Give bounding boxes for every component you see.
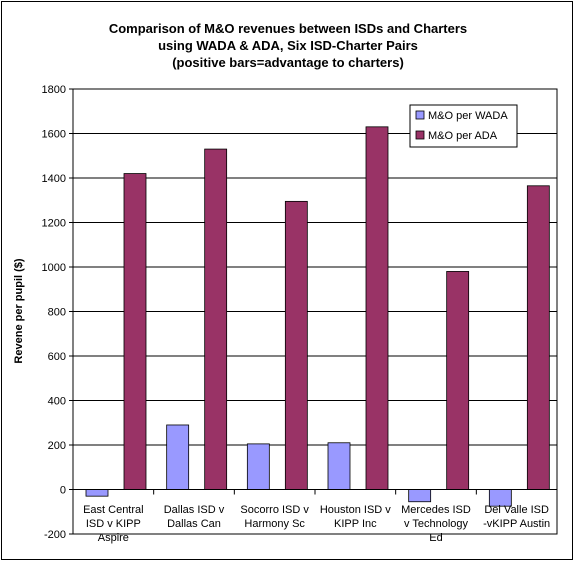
bar-wada	[246, 443, 270, 490]
x-category-label: Dallas ISD v Dallas Can	[164, 504, 225, 530]
bar-ada	[123, 173, 147, 490]
legend-swatch-wada	[415, 110, 425, 120]
chart-title-line-1: Comparison of M&O revenues between ISDs …	[109, 21, 467, 36]
x-category-label: Mercedes ISD v Technology Ed	[401, 504, 471, 544]
legend-label-ada: M&O per ADA	[428, 130, 498, 142]
chart-title: Comparison of M&O revenues between ISDs …	[109, 21, 467, 70]
x-category-label: East Central ISD v KIPP Aspire	[83, 504, 144, 544]
y-axis-title: Revene per pupil ($)	[13, 258, 25, 363]
axes	[69, 88, 558, 535]
x-category-labels: East Central ISD v KIPP Aspire Dallas ISD v…	[83, 504, 550, 544]
bar-wada	[327, 442, 351, 490]
bar-ada	[284, 200, 308, 490]
chart-title-line-3: (positive bars=advantage to charters)	[172, 55, 404, 70]
bar-ada	[204, 148, 228, 490]
bar-ada	[526, 185, 550, 490]
y-tick-label: 1200	[42, 218, 66, 230]
y-tick-label: 800	[48, 307, 66, 319]
bar-ada	[446, 271, 470, 490]
x-category-label: Del Valle ISD -vKIPP Austin	[483, 504, 550, 530]
legend: M&O per WADA M&O per ADA	[409, 104, 518, 148]
chart-title-line-2: using WADA & ADA, Six ISD-Charter Pairs	[158, 38, 418, 53]
y-tick-label: 200	[48, 440, 66, 452]
y-tick-label: 600	[48, 351, 66, 363]
y-tick-label: 0	[60, 485, 66, 497]
x-category-label: Socorro ISD v Harmony Sc	[240, 504, 309, 530]
y-tick-label: 400	[48, 396, 66, 408]
y-tick-label: 1600	[42, 129, 66, 141]
y-tick-label: -200	[44, 529, 66, 541]
x-category-label: Houston ISD v KIPP Inc	[320, 504, 391, 530]
bar-wada	[408, 489, 432, 503]
y-tick-label: 1800	[42, 84, 66, 96]
bars	[85, 126, 550, 507]
bar-wada	[85, 489, 109, 497]
bar-wada	[166, 424, 190, 490]
y-tick-label: 1400	[42, 173, 66, 185]
legend-box	[409, 104, 518, 148]
legend-swatch-ada	[415, 130, 425, 140]
legend-label-wada: M&O per WADA	[428, 110, 508, 122]
y-tick-label: 1000	[42, 262, 66, 274]
y-tick-labels: -200 0 200 400 600 800 1000 1200 1400 1600 1800	[42, 84, 66, 541]
bar-ada	[365, 126, 389, 490]
